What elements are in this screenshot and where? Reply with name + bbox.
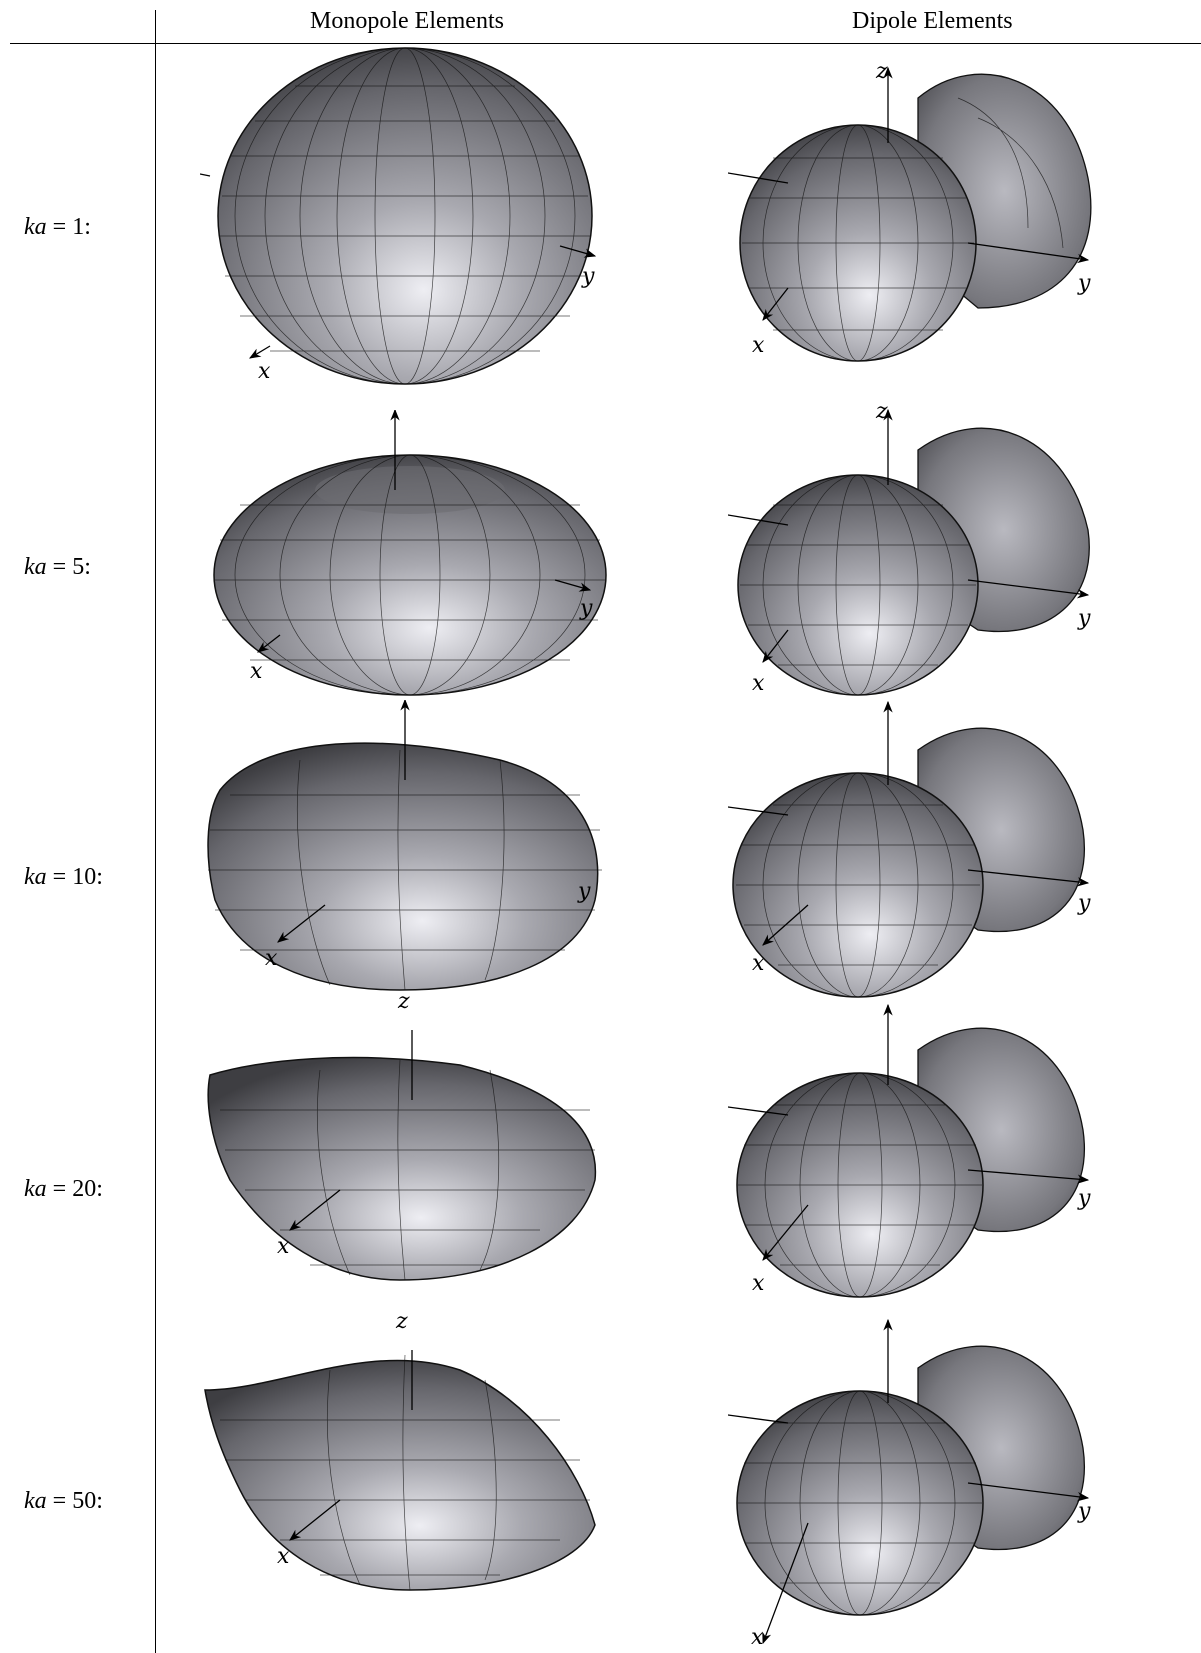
- dipole-pattern-ka-10: z y x: [728, 700, 1168, 1020]
- monopole-ka-50-z-label: z: [393, 1306, 423, 1336]
- column-divider: [155, 10, 156, 1653]
- axis-label-z: z: [395, 1309, 408, 1334]
- axis-label-x: x: [277, 1544, 290, 1569]
- axis-label-x: x: [258, 359, 271, 384]
- axis-label-z: z: [873, 1318, 886, 1322]
- axis-label-y: y: [581, 264, 595, 289]
- axis-label-x: x: [265, 946, 278, 971]
- axis-label-x: x: [752, 951, 765, 976]
- axis-label-z: z: [875, 59, 888, 84]
- axis-label-y: y: [1077, 891, 1091, 916]
- axis-label-y: y: [1077, 1186, 1091, 1211]
- axis-label-y: y: [1077, 271, 1091, 296]
- dipole-ka-50-x-label: x: [748, 1622, 778, 1652]
- monopole-pattern-ka-50: x: [200, 1350, 620, 1650]
- column-header-monopole: Monopole Elements: [310, 8, 504, 34]
- row-label-ka-5: ka = 5:: [24, 554, 91, 580]
- column-header-dipole: Dipole Elements: [852, 8, 1013, 34]
- header-rule: [10, 43, 1201, 44]
- axis-label-y: y: [1077, 1499, 1091, 1524]
- axis-label-x: x: [277, 1234, 290, 1259]
- axis-label-z: z: [873, 1000, 886, 1004]
- axis-label-y: y: [1077, 606, 1091, 631]
- axis-label-z: z: [397, 989, 410, 1014]
- monopole-pattern-ka-20: x: [200, 1030, 620, 1330]
- axis-label-z: z: [376, 700, 389, 702]
- axis-label-y: y: [579, 596, 593, 621]
- axis-label-x: x: [250, 659, 263, 684]
- axis-label-z: z: [875, 400, 888, 424]
- axis-label-z: z: [364, 410, 377, 414]
- dipole-pattern-ka-20: z y x: [728, 1000, 1168, 1320]
- axis-label-x: x: [752, 1271, 765, 1296]
- row-label-ka-1: ka = 1:: [24, 214, 91, 240]
- monopole-ka-20-z-label: z: [395, 986, 425, 1016]
- monopole-pattern-ka-5: z x y: [210, 410, 620, 710]
- row-label-ka-50: ka = 50:: [24, 1488, 103, 1514]
- axis-label-y: y: [577, 879, 591, 904]
- dipole-pattern-ka-5: z y x: [728, 400, 1168, 710]
- dipole-pattern-ka-50: z y: [728, 1318, 1168, 1648]
- monopole-pattern-ka-10: z x y: [200, 700, 620, 1010]
- axis-label-x: x: [752, 671, 765, 696]
- row-label-ka-10: ka = 10:: [24, 864, 103, 890]
- monopole-pattern-ka-1: x y: [200, 46, 610, 386]
- dipole-pattern-ka-1: z y x: [728, 58, 1168, 388]
- row-label-ka-20: ka = 20:: [24, 1176, 103, 1202]
- axis-label-x: x: [752, 333, 765, 358]
- axis-label-x: x: [751, 1625, 764, 1650]
